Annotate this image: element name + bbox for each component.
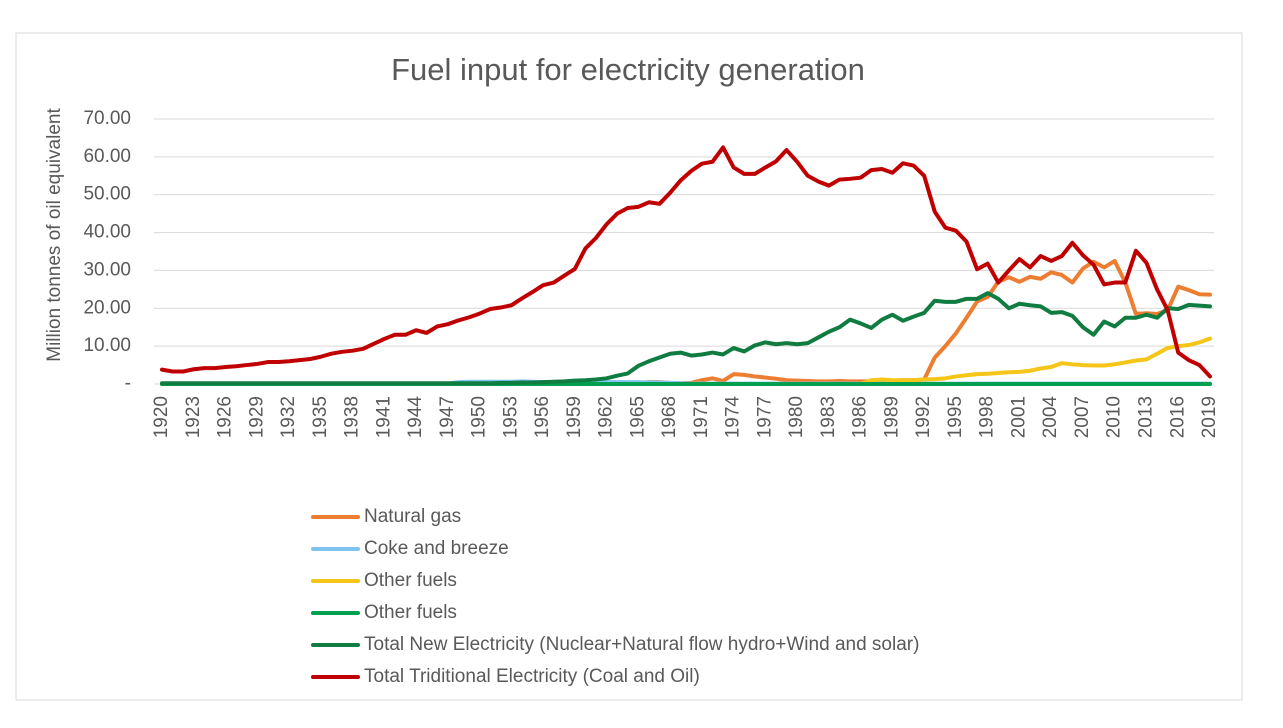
x-tick-label: 1977: [754, 396, 775, 438]
legend-label: Coke and breeze: [364, 538, 509, 559]
x-tick-label: 1932: [278, 396, 299, 438]
legend-label: Total New Electricity (Nuclear+Natural f…: [364, 634, 919, 655]
y-tick-label: 50.00: [83, 184, 131, 205]
chart-title: Fuel input for electricity generation: [391, 52, 865, 87]
x-tick-label: 2001: [1008, 396, 1029, 438]
y-tick-label: 20.00: [83, 297, 131, 318]
x-tick-label: 1947: [437, 396, 458, 438]
y-tick-label: 60.00: [83, 146, 131, 167]
x-tick-label: 1983: [818, 396, 839, 438]
x-tick-label: 2019: [1199, 396, 1220, 438]
legend-label: Other fuels: [364, 602, 457, 623]
x-tick-label: 1944: [405, 396, 426, 439]
x-tick-label: 1953: [500, 396, 521, 438]
x-tick-label: 1968: [659, 396, 680, 438]
x-tick-label: 2004: [1040, 396, 1061, 439]
x-tick-label: 1959: [564, 396, 585, 438]
y-axis-title: Million tonnes of oil equivalent: [44, 108, 65, 362]
x-tick-label: 1923: [183, 396, 204, 438]
x-tick-label: 1986: [850, 396, 871, 438]
series-line: [160, 291, 1212, 386]
x-tick-label: 2013: [1136, 396, 1157, 438]
x-tick-label: 1950: [469, 396, 490, 438]
legend-label: Total Triditional Electricity (Coal and …: [364, 666, 700, 687]
x-tick-label: 1926: [215, 396, 236, 438]
x-tick-label: 1965: [627, 396, 648, 438]
x-tick-label: 1929: [246, 396, 267, 438]
x-tick-label: 1992: [913, 396, 934, 438]
y-tick-label: 70.00: [83, 108, 131, 129]
legend-label: Natural gas: [364, 506, 461, 527]
x-tick-label: 1941: [373, 396, 394, 438]
x-tick-label: 1995: [945, 396, 966, 438]
series-line: [160, 145, 1212, 379]
x-tick-label: 2010: [1104, 396, 1125, 438]
legend-label: Other fuels: [364, 570, 457, 591]
y-tick-label: -: [125, 373, 131, 394]
x-tick-label: 1974: [723, 396, 744, 439]
x-tick-label: 1956: [532, 396, 553, 438]
x-tick-label: 1935: [310, 396, 331, 438]
x-tick-label: 1962: [596, 396, 617, 438]
x-tick-label: 2016: [1167, 396, 1188, 438]
x-tick-label: 1938: [342, 396, 363, 438]
y-tick-label: 30.00: [83, 259, 131, 280]
y-tick-label: 40.00: [83, 222, 131, 243]
x-tick-label: 1920: [151, 396, 172, 438]
x-tick-label: 1980: [786, 396, 807, 438]
x-tick-label: 2007: [1072, 396, 1093, 438]
x-tick-label: 1998: [977, 396, 998, 438]
y-tick-label: 10.00: [83, 335, 131, 356]
x-tick-label: 1971: [691, 396, 712, 438]
x-tick-label: 1989: [881, 396, 902, 438]
